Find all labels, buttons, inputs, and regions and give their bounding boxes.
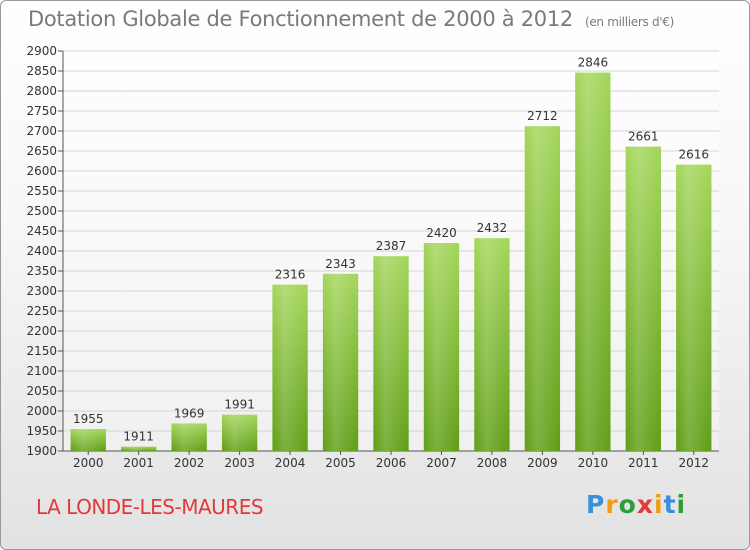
value-label-2002: 1969 bbox=[174, 406, 205, 420]
x-tick-label-2005: 2005 bbox=[325, 456, 356, 470]
bar-shine-2010 bbox=[575, 72, 611, 451]
y-tick-label: 2900 bbox=[26, 44, 57, 58]
place-name: LA LONDE-LES-MAURES bbox=[36, 495, 264, 519]
logo-letter: i bbox=[676, 490, 687, 519]
bar-shine-2008 bbox=[474, 238, 510, 451]
logo-letter: x bbox=[636, 490, 654, 519]
value-label-2009: 2712 bbox=[527, 109, 558, 123]
bar-shine-2003 bbox=[221, 414, 258, 451]
y-tick-label: 1950 bbox=[26, 424, 57, 438]
value-label-2001: 1911 bbox=[123, 430, 154, 444]
value-label-2008: 2432 bbox=[477, 221, 508, 235]
logo-letter: o bbox=[618, 490, 637, 519]
y-tick-label: 2500 bbox=[26, 204, 57, 218]
bar-shine-2012 bbox=[676, 164, 712, 451]
y-tick-label: 2650 bbox=[26, 144, 57, 158]
x-tick-label-2010: 2010 bbox=[578, 456, 609, 470]
y-tick-label: 1900 bbox=[26, 444, 57, 458]
value-label-2010: 2846 bbox=[578, 56, 609, 70]
y-tick-label: 2550 bbox=[26, 184, 57, 198]
value-label-2000: 1955 bbox=[73, 412, 104, 426]
value-label-2003: 1991 bbox=[224, 398, 255, 412]
bar-shine-2001 bbox=[121, 446, 157, 451]
value-label-2007: 2420 bbox=[426, 226, 457, 240]
bar-shine-2002 bbox=[171, 423, 207, 451]
x-tick-label-2004: 2004 bbox=[275, 456, 306, 470]
x-tick-label-2006: 2006 bbox=[376, 456, 407, 470]
y-tick-label: 2750 bbox=[26, 104, 57, 118]
chart-title: Dotation Globale de Fonctionnement de 20… bbox=[28, 7, 674, 31]
y-tick-label: 2300 bbox=[26, 284, 57, 298]
y-tick-label: 2400 bbox=[26, 244, 57, 258]
bar-shine-2009 bbox=[524, 126, 561, 451]
y-tick-label: 2150 bbox=[26, 344, 57, 358]
chart-unit: (en milliers d'€) bbox=[584, 15, 674, 29]
bar-shine-2006 bbox=[373, 256, 409, 451]
bar-shine-2004 bbox=[272, 284, 308, 451]
logo-letter: t bbox=[663, 490, 677, 519]
logo-letter: i bbox=[654, 490, 664, 519]
y-tick-label: 2600 bbox=[26, 164, 57, 178]
y-tick-label: 2100 bbox=[26, 364, 57, 378]
proxiti-logo: Proxiti bbox=[586, 490, 686, 519]
y-tick-label: 2000 bbox=[26, 404, 57, 418]
y-tick-label: 2700 bbox=[26, 124, 57, 138]
y-tick-label: 2350 bbox=[26, 264, 57, 278]
value-label-2011: 2661 bbox=[628, 130, 659, 144]
bar-shine-2005 bbox=[322, 273, 359, 451]
y-tick-label: 2050 bbox=[26, 384, 57, 398]
x-tick-label-2009: 2009 bbox=[527, 456, 558, 470]
bar-shine-2007 bbox=[423, 243, 460, 451]
logo-letter: P bbox=[586, 490, 606, 519]
x-tick-label-2012: 2012 bbox=[678, 456, 709, 470]
x-tick-label-2001: 2001 bbox=[123, 456, 154, 470]
y-tick-label: 2850 bbox=[26, 64, 57, 78]
logo-letter: r bbox=[605, 490, 619, 519]
y-tick-label: 2800 bbox=[26, 84, 57, 98]
x-tick-label-2003: 2003 bbox=[224, 456, 255, 470]
x-tick-label-2002: 2002 bbox=[174, 456, 205, 470]
value-label-2005: 2343 bbox=[325, 257, 356, 271]
y-tick-label: 2200 bbox=[26, 324, 57, 338]
x-tick-label-2011: 2011 bbox=[628, 456, 659, 470]
x-tick-label-2000: 2000 bbox=[73, 456, 104, 470]
y-tick-label: 2250 bbox=[26, 304, 57, 318]
value-label-2006: 2387 bbox=[376, 239, 407, 253]
value-label-2004: 2316 bbox=[275, 268, 306, 282]
bar-shine-2011 bbox=[625, 146, 661, 451]
x-tick-label-2008: 2008 bbox=[477, 456, 508, 470]
bar-shine-2000 bbox=[70, 429, 106, 451]
value-label-2012: 2616 bbox=[678, 148, 709, 162]
x-tick-label-2007: 2007 bbox=[426, 456, 457, 470]
y-tick-label: 2450 bbox=[26, 224, 57, 238]
